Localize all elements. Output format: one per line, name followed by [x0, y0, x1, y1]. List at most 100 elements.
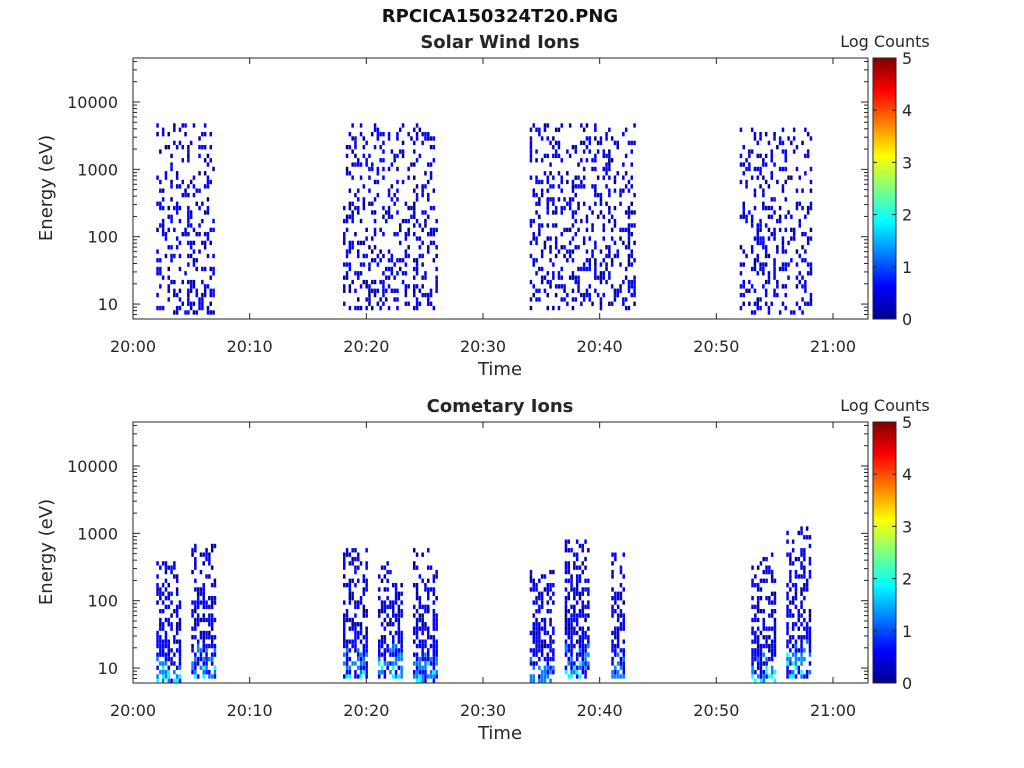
heatmap-cell — [432, 609, 436, 614]
heatmap-cell — [345, 275, 349, 280]
heatmap-cell — [787, 262, 790, 267]
heatmap-cell — [619, 284, 622, 289]
heatmap-cell — [156, 227, 159, 233]
heatmap-cell — [546, 188, 549, 193]
heatmap-cell — [209, 310, 212, 315]
heatmap-cell — [345, 214, 349, 219]
heatmap-cell — [611, 648, 614, 653]
heatmap-cell — [394, 652, 398, 657]
heatmap-cell — [159, 661, 162, 666]
heatmap-cell — [427, 197, 430, 202]
heatmap-cell — [791, 583, 795, 588]
heatmap-cell — [407, 218, 410, 224]
heatmap-cell — [808, 670, 812, 675]
heatmap-cell — [418, 236, 422, 241]
heatmap-cell — [778, 227, 782, 233]
heatmap-cell — [418, 626, 422, 631]
heatmap-cell — [575, 656, 579, 662]
heatmap-cell — [573, 565, 576, 570]
heatmap-cell — [379, 145, 382, 150]
heatmap-cell — [584, 587, 587, 592]
heatmap-cell — [175, 665, 179, 670]
heatmap-cell — [794, 583, 798, 588]
heatmap-cell — [170, 253, 173, 259]
heatmap-cell — [578, 674, 582, 679]
heatmap-cell — [397, 674, 401, 679]
heatmap-cell — [424, 652, 427, 657]
heatmap-cell — [568, 253, 572, 259]
heatmap-cell — [622, 552, 625, 557]
heatmap-cell — [773, 275, 776, 280]
heatmap-cell — [563, 297, 566, 302]
heatmap-cell — [371, 288, 374, 293]
heatmap-cell — [187, 192, 190, 198]
heatmap-cell — [435, 279, 438, 285]
heatmap-cell — [532, 583, 535, 588]
heatmap-cell — [192, 192, 196, 198]
heatmap-cell — [167, 648, 170, 653]
heatmap-cell — [786, 539, 789, 544]
heatmap-cell — [581, 643, 584, 649]
heatmap-cell — [798, 201, 801, 206]
heatmap-cell — [546, 600, 549, 605]
heatmap-cell — [614, 626, 617, 631]
heatmap-cell — [759, 596, 763, 601]
heatmap-cell — [578, 661, 582, 666]
heatmap-cell — [781, 149, 785, 154]
heatmap-cell — [396, 288, 399, 293]
heatmap-cell — [754, 613, 757, 618]
heatmap-cell — [610, 258, 614, 263]
heatmap-cell — [400, 643, 403, 649]
heatmap-cell — [348, 639, 352, 644]
heatmap-cell — [196, 656, 200, 662]
heatmap-cell — [535, 175, 538, 180]
heatmap-cell — [765, 661, 768, 666]
heatmap-cell — [368, 288, 371, 293]
heatmap-cell — [564, 604, 568, 610]
heatmap-cell — [404, 253, 408, 259]
heatmap-cell — [199, 552, 203, 557]
heatmap-cell — [560, 284, 563, 289]
heatmap-cell — [362, 656, 366, 662]
heatmap-cell — [159, 284, 162, 289]
heatmap-cell — [773, 227, 776, 233]
heatmap-cell — [804, 171, 807, 176]
heatmap-cell — [798, 279, 801, 285]
heatmap-cell — [187, 205, 190, 211]
heatmap-cell — [552, 305, 555, 311]
heatmap-cell — [198, 153, 201, 159]
heatmap-cell — [365, 630, 368, 636]
heatmap-cell — [781, 301, 785, 306]
heatmap-cell — [549, 583, 552, 588]
heatmap-cell — [413, 205, 416, 211]
heatmap-cell — [624, 245, 628, 250]
heatmap-cell — [616, 604, 620, 610]
heatmap-cell — [770, 639, 774, 644]
heatmap-cell — [584, 565, 587, 570]
heatmap-cell — [535, 661, 538, 666]
heatmap-cell — [387, 166, 391, 172]
heatmap-cell — [382, 166, 385, 172]
heatmap-cell — [354, 604, 357, 610]
heatmap-cell — [806, 210, 810, 215]
heatmap-cell — [397, 596, 401, 601]
heatmap-cell — [616, 253, 619, 259]
heatmap-cell — [624, 266, 628, 272]
heatmap-cell — [564, 639, 568, 644]
heatmap-cell — [362, 648, 366, 653]
heatmap-cell — [803, 609, 806, 614]
heatmap-cell — [164, 253, 168, 259]
heatmap-cell — [167, 132, 170, 137]
heatmap-cell — [357, 648, 360, 653]
heatmap-cell — [173, 292, 176, 298]
heatmap-cell — [413, 561, 416, 566]
heatmap-cell — [205, 600, 208, 605]
heatmap-cell — [543, 643, 547, 649]
heatmap-cell — [421, 617, 424, 623]
heatmap-cell — [368, 266, 371, 272]
heatmap-cell — [365, 297, 368, 302]
heatmap-cell — [357, 674, 360, 679]
heatmap-cell — [754, 648, 757, 653]
heatmap-cell — [362, 665, 366, 670]
heatmap-cell — [770, 613, 774, 618]
